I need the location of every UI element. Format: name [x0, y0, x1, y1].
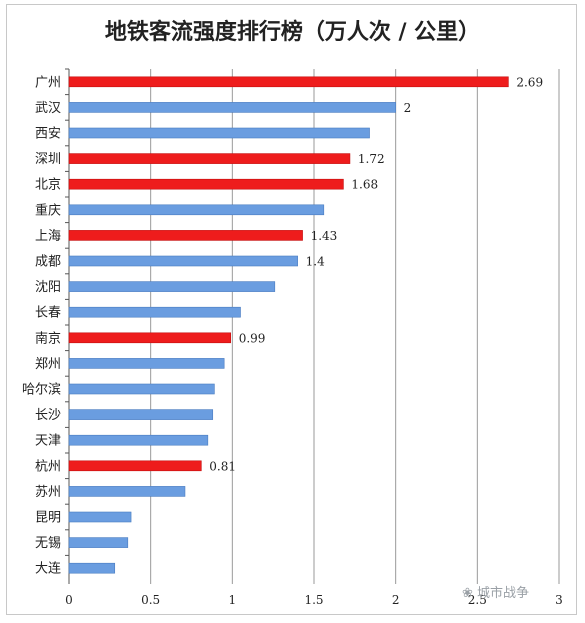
category-label: 重庆: [35, 202, 61, 218]
x-tick-label: 1.5: [304, 593, 323, 607]
bar: [68, 511, 132, 523]
bar: [68, 102, 396, 113]
bar: [68, 537, 129, 548]
bar: [68, 281, 276, 292]
category-label: 北京: [35, 178, 61, 193]
bar: [68, 255, 298, 267]
category-label: 天津: [35, 434, 61, 449]
category-label: 武汉: [35, 101, 61, 116]
bar: [68, 332, 231, 344]
category-label: 无锡: [35, 536, 61, 551]
bar: [68, 562, 116, 574]
category-label: 昆明: [35, 511, 61, 526]
data-label: 2: [404, 101, 412, 115]
bar: [68, 230, 303, 241]
category-label: 杭州: [35, 459, 61, 474]
data-label: 1.72: [358, 152, 385, 166]
bar: [68, 178, 344, 190]
wechat-icon: ❀: [462, 586, 478, 601]
category-label: 广州: [35, 75, 61, 90]
data-label: 1.4: [306, 255, 325, 269]
category-label: 郑州: [35, 357, 61, 372]
x-tick-label: 2: [392, 593, 400, 607]
bar: [68, 358, 225, 369]
bar: [68, 306, 241, 318]
x-tick-label: 1: [229, 593, 237, 607]
chart-title: 地铁客流强度排行榜（万人次 / 公里）: [104, 20, 481, 45]
bar: [68, 409, 214, 420]
x-tick-label: 3: [555, 593, 563, 607]
category-label: 哈尔滨: [22, 382, 61, 398]
category-label: 上海: [35, 229, 61, 244]
category-label: 长沙: [35, 408, 61, 423]
category-label: 南京: [35, 330, 61, 346]
category-label: 深圳: [35, 152, 61, 167]
data-label: 1.43: [311, 229, 338, 243]
data-label: 0.81: [209, 459, 236, 473]
watermark-text: 城市战争: [477, 586, 530, 601]
bar: [68, 434, 209, 446]
bar: [68, 460, 202, 472]
bar: [68, 204, 325, 216]
data-label: 0.99: [239, 331, 266, 345]
watermark: ❀ 城市战争: [462, 582, 529, 601]
data-label: 2.69: [516, 75, 543, 89]
category-label: 成都: [35, 255, 61, 270]
x-tick-label: 0: [65, 593, 73, 607]
category-label: 大连: [35, 561, 61, 577]
category-label: 长春: [35, 306, 61, 321]
bar: [68, 153, 351, 164]
bar: [68, 383, 215, 395]
x-tick-label: 2.5: [468, 593, 487, 607]
data-label: 1.68: [351, 178, 378, 192]
category-label: 沈阳: [35, 280, 61, 295]
bar: [68, 127, 370, 139]
bar: [68, 76, 509, 88]
category-label: 苏州: [35, 484, 61, 500]
x-tick-label: 0.5: [141, 593, 160, 607]
bar: [68, 486, 186, 497]
category-label: 西安: [35, 127, 61, 142]
